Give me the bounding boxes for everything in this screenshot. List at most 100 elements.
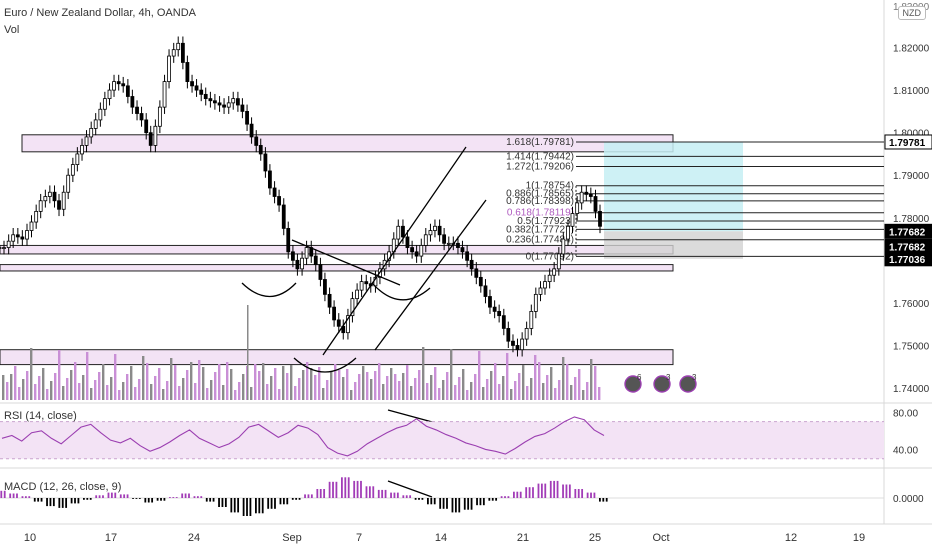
time-axis-tick: 19 xyxy=(853,532,865,544)
macd-histogram-bar xyxy=(37,498,40,502)
macd-histogram-bar xyxy=(319,489,322,498)
macd-histogram-bar xyxy=(33,498,36,502)
volume-bar xyxy=(78,383,81,400)
macd-histogram-bar xyxy=(230,498,233,513)
macd-histogram-bar xyxy=(298,498,301,500)
volume-bar xyxy=(218,364,221,400)
volume-bar xyxy=(146,363,149,400)
volume-label: Vol xyxy=(4,24,20,36)
macd-histogram-bar xyxy=(495,498,498,501)
macd-histogram-bar xyxy=(390,492,392,498)
volume-bar xyxy=(114,354,117,400)
volume-bar xyxy=(554,388,557,400)
volume-bar xyxy=(70,370,73,400)
candle-body xyxy=(47,191,52,197)
macd-histogram-bar xyxy=(200,496,203,498)
candle-body xyxy=(492,306,497,312)
candle-body xyxy=(2,247,6,249)
volume-bar xyxy=(258,371,261,400)
macd-histogram-bar xyxy=(427,498,429,505)
volume-bar xyxy=(438,388,441,400)
macd-histogram-bar xyxy=(221,498,224,507)
candle-body xyxy=(263,153,268,172)
candle-body xyxy=(135,106,139,114)
candle-body xyxy=(423,234,428,246)
channel-upper-line xyxy=(322,146,467,356)
candle-body xyxy=(543,281,547,289)
volume-bar xyxy=(194,383,197,400)
macd-histogram-bar xyxy=(479,498,482,506)
macd-histogram-bar xyxy=(61,498,64,508)
volume-bar xyxy=(282,366,285,400)
macd-histogram-bar xyxy=(102,495,104,498)
candle-body xyxy=(38,200,43,212)
candle-body xyxy=(497,310,502,317)
price-axis-tick: 1.76000 xyxy=(893,299,930,310)
macd-histogram-bar xyxy=(184,493,187,498)
candle-body xyxy=(52,191,57,202)
macd-histogram-bar xyxy=(384,489,387,498)
volume-bar xyxy=(2,375,5,400)
macd-histogram-bar xyxy=(188,493,190,498)
candle-body xyxy=(520,338,525,351)
macd-histogram-bar xyxy=(65,498,68,508)
candle-body xyxy=(272,187,277,197)
macd-histogram-bar xyxy=(332,481,334,498)
macd-label[interactable]: MACD (12, 26, close, 9) xyxy=(4,481,122,493)
macd-histogram-bar xyxy=(138,498,141,499)
macd-histogram-bar xyxy=(209,498,212,502)
macd-histogram-bar xyxy=(291,498,294,500)
support-resistance-zone xyxy=(0,349,674,366)
volume-bar xyxy=(434,367,437,400)
candle-body xyxy=(515,345,520,351)
candle-body xyxy=(456,242,460,248)
volume-bar xyxy=(590,359,593,400)
event-count: 6 xyxy=(637,373,642,382)
macd-histogram-bar xyxy=(454,498,457,513)
macd-histogram-bar xyxy=(163,498,166,501)
volume-bar xyxy=(186,370,189,400)
candle-body xyxy=(34,210,39,223)
macd-histogram-bar xyxy=(160,498,162,501)
volume-bar xyxy=(578,369,581,400)
price-axis-tick: 1.74000 xyxy=(893,384,930,395)
candle-body xyxy=(524,328,529,340)
macd-histogram-bar xyxy=(212,498,215,502)
macd-divergence-line xyxy=(387,480,433,498)
macd-histogram-bar xyxy=(421,498,424,500)
candle-body xyxy=(291,251,295,261)
volume-bar xyxy=(414,378,417,400)
candle-body xyxy=(304,247,309,259)
candle-body xyxy=(25,230,29,240)
rsi-axis-tick: 40.00 xyxy=(893,445,918,456)
rsi-label[interactable]: RSI (14, close) xyxy=(4,410,77,422)
position-loss-zone xyxy=(604,231,743,259)
currency-badge[interactable]: NZD xyxy=(897,6,926,20)
volume-bar xyxy=(474,374,477,400)
macd-histogram-bar xyxy=(353,480,356,498)
candle-body xyxy=(203,93,208,100)
macd-histogram-bar xyxy=(12,493,15,498)
candle-body xyxy=(579,191,584,204)
volume-bar xyxy=(522,365,525,400)
candle-body xyxy=(465,251,470,261)
time-axis-tick: 17 xyxy=(105,532,117,544)
macd-histogram-bar xyxy=(77,498,80,504)
volume-bar xyxy=(58,350,61,400)
macd-histogram-bar xyxy=(467,498,470,510)
volume-bar xyxy=(318,367,321,400)
price-tag-label: 1.77682 xyxy=(889,242,926,253)
macd-histogram-bar xyxy=(98,495,101,498)
macd-histogram-bar xyxy=(458,498,461,513)
candle-body xyxy=(566,225,570,240)
candle-body xyxy=(501,315,506,329)
candle-body xyxy=(419,245,424,257)
macd-histogram-bar xyxy=(40,498,43,502)
volume-bar xyxy=(510,389,513,400)
rsi-axis-tick: 80.00 xyxy=(893,408,918,419)
candle-body xyxy=(332,306,336,321)
volume-bar xyxy=(42,368,45,400)
candle-body xyxy=(112,81,116,91)
